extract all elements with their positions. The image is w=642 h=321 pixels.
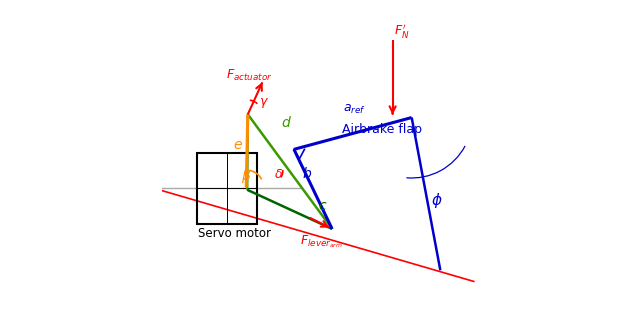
Text: $\phi$: $\phi$	[431, 191, 442, 210]
Text: $a_{ref}$: $a_{ref}$	[343, 103, 365, 116]
Bar	[197, 152, 257, 224]
Text: $F_N'$: $F_N'$	[394, 22, 409, 40]
Text: $b$: $b$	[302, 166, 312, 181]
Text: Servo motor: Servo motor	[198, 227, 272, 240]
Text: Airbrake flap: Airbrake flap	[342, 124, 422, 136]
Text: $\beta$: $\beta$	[241, 167, 251, 185]
Text: $F_{actuator}$: $F_{actuator}$	[225, 68, 272, 83]
Text: $e$: $e$	[234, 138, 243, 152]
Text: $c$: $c$	[318, 199, 328, 213]
Text: $F_{lever_{arm}}$: $F_{lever_{arm}}$	[300, 234, 343, 250]
Text: $\delta$: $\delta$	[274, 168, 283, 181]
Text: $\gamma$: $\gamma$	[259, 96, 269, 110]
Text: $d$: $d$	[281, 115, 292, 130]
